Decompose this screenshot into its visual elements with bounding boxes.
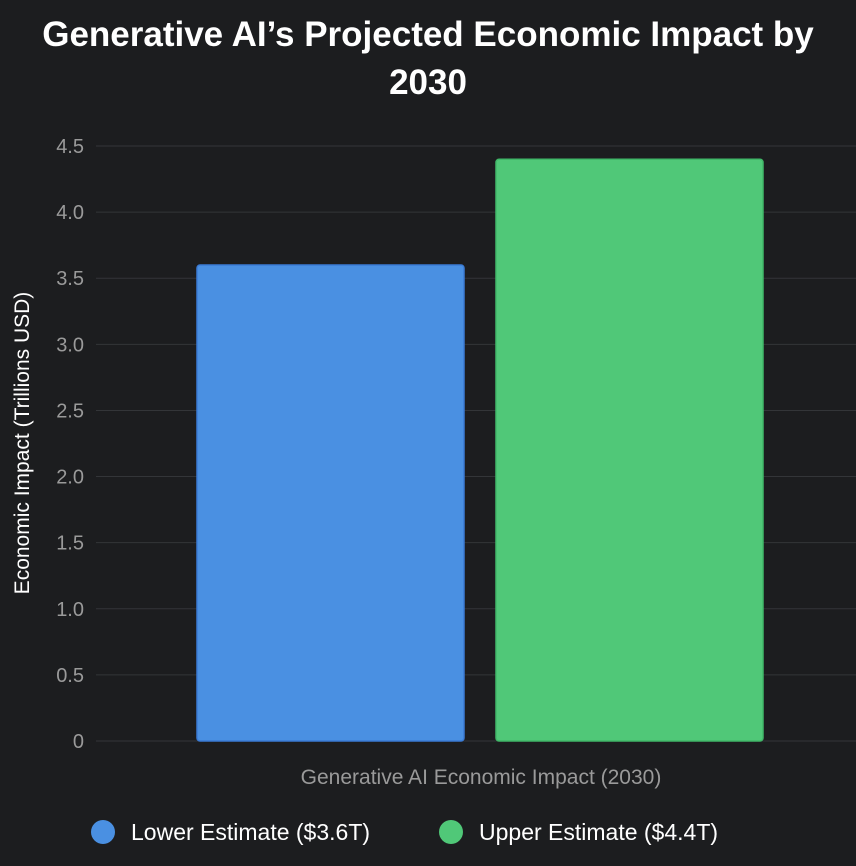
y-tick-label: 0.5 xyxy=(56,665,84,687)
bar-lower-estimate xyxy=(196,264,465,742)
chart-title-line-2: 2030 xyxy=(389,63,467,102)
legend-swatch-lower xyxy=(91,820,115,844)
y-tick-label: 2.5 xyxy=(56,400,84,422)
bars xyxy=(196,158,764,742)
y-tick-label: 4.5 xyxy=(56,136,84,158)
y-tick-label: 1.5 xyxy=(56,533,84,555)
x-axis-label: Generative AI Economic Impact (2030) xyxy=(301,766,662,789)
y-tick-label: 4.0 xyxy=(56,202,84,224)
y-axis-label: Economic Impact (Trillions USD) xyxy=(11,292,34,595)
y-axis-ticks: 0 0.5 1.0 1.5 2.0 2.5 3.0 3.5 4.0 4.5 xyxy=(56,136,84,753)
chart-title-line-1: Generative AI’s Projected Economic Impac… xyxy=(42,15,814,54)
y-tick-label: 2.0 xyxy=(56,467,84,489)
legend-label-upper: Upper Estimate ($4.4T) xyxy=(479,819,718,845)
legend: Lower Estimate ($3.6T) Upper Estimate ($4… xyxy=(91,819,718,845)
y-tick-label: 0 xyxy=(73,731,84,753)
bar-upper-estimate xyxy=(495,158,764,742)
legend-swatch-upper xyxy=(439,820,463,844)
legend-label-lower: Lower Estimate ($3.6T) xyxy=(131,819,370,845)
y-tick-label: 3.5 xyxy=(56,268,84,290)
y-tick-label: 3.0 xyxy=(56,334,84,356)
y-tick-label: 1.0 xyxy=(56,599,84,621)
